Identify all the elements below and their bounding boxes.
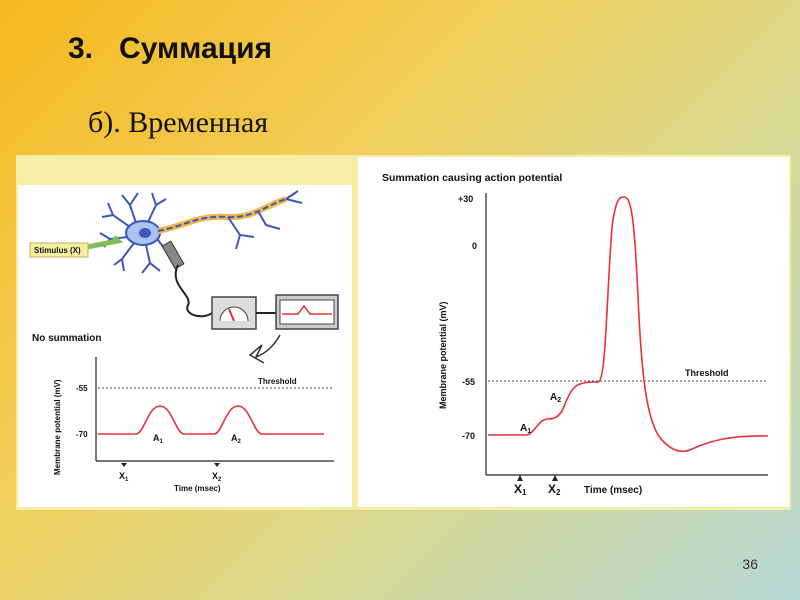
right-threshold-label: Threshold (685, 368, 729, 378)
left-ytick-rest: -70 (76, 430, 88, 439)
left-threshold-label: Threshold (258, 377, 297, 386)
stimulus-label: Stimulus (X) (34, 246, 81, 255)
axon-terminals (227, 190, 303, 250)
slide-subtitle: б). Временная (88, 106, 269, 139)
recording-electrode (161, 240, 185, 270)
summation-panel: Summation causing action potential Membr… (358, 157, 789, 507)
right-xlabel: Time (msec) (584, 485, 642, 496)
right-ytick-rest: -70 (462, 431, 475, 441)
right-x1-marker (517, 475, 523, 481)
no-summation-figure: Stimulus (X) No summation Membrane poten… (29, 190, 339, 493)
right-x2-label: X2 (548, 482, 561, 497)
summation-title: Summation causing action potential (382, 172, 562, 184)
stimulus-electrode (81, 235, 124, 251)
left-x1-label: X1 (119, 471, 129, 483)
right-ytick-threshold: -55 (462, 377, 475, 387)
left-x2-marker (214, 463, 220, 467)
left-a2-label: A2 (231, 433, 242, 445)
left-x1-marker (121, 463, 127, 467)
no-summation-title: No summation (32, 333, 101, 344)
no-summation-panel: Stimulus (X) No summation Membrane poten… (18, 185, 352, 507)
page-number: 36 (742, 556, 758, 572)
axon (157, 198, 287, 232)
left-ytick-threshold: -55 (76, 384, 88, 393)
left-ylabel: Membrane potential (mV) (53, 379, 62, 475)
summation-figure: Summation causing action potential Membr… (382, 172, 769, 497)
stimulus-label-box (29, 242, 89, 258)
magnify-arrow (248, 334, 281, 364)
left-xlabel: Time (msec) (174, 484, 221, 493)
right-x1-label: X1 (514, 482, 527, 497)
title-text: Суммация (119, 32, 273, 65)
left-a1-label: A1 (153, 433, 164, 445)
figure-frame: Stimulus (X) No summation Membrane poten… (16, 155, 791, 510)
title-number: 3. (68, 32, 94, 65)
oscilloscope-screen (279, 299, 335, 325)
right-a1-label: A1 (520, 423, 531, 435)
right-ylabel: Membrane potential (mV) (438, 301, 448, 409)
left-x2-label: X2 (212, 471, 222, 483)
slide-title: 3. Суммация (68, 32, 272, 66)
oscilloscope-trace (282, 304, 332, 315)
voltmeter-needle (228, 308, 235, 322)
left-membrane-trace (98, 405, 324, 435)
right-membrane-trace (488, 196, 769, 453)
right-x2-marker (552, 475, 558, 481)
right-ytick-zero: 0 (472, 241, 477, 251)
right-a2-label: A2 (550, 392, 561, 404)
right-ytick-top: +30 (458, 194, 473, 204)
neuron-nucleus (139, 228, 151, 238)
electrode-wire (174, 264, 213, 318)
voltmeter-dial (219, 306, 249, 322)
